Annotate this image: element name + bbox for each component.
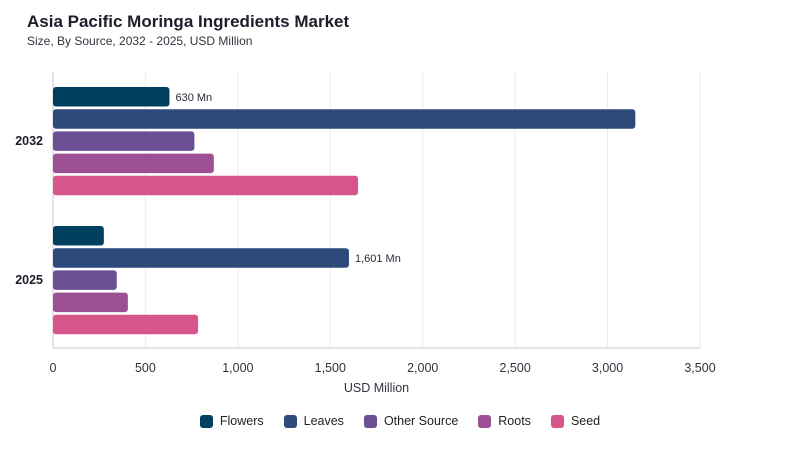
y-category-label: 2025 [15, 273, 43, 287]
legend-label: Leaves [303, 414, 344, 428]
x-axis-label: USD Million [344, 381, 409, 395]
bar-chart: 0 500 1,000 1,500 2,000 2,500 3,000 3,500 USD Mi… [15, 72, 716, 395]
bar-other-source [53, 270, 117, 290]
legend-item: Roots [478, 414, 531, 428]
legend-swatch [199, 414, 213, 428]
x-tick-label: 2,500 [500, 361, 531, 375]
legend-swatch [550, 414, 564, 428]
legend-item: Seed [550, 414, 601, 428]
bar-seed [53, 314, 199, 335]
legend-label: Roots [498, 414, 531, 428]
legend-label: Flowers [219, 414, 264, 428]
x-tick-label: 2,000 [407, 361, 438, 375]
legend-label: Other Source [383, 414, 459, 428]
chart-title: Asia Pacific Moringa Ingredients Market [27, 12, 350, 31]
x-tick-label: 500 [135, 361, 156, 375]
data-label: 630 Mn [175, 92, 212, 104]
bar-flowers [53, 226, 104, 246]
chart-legend: Flowers Leaves Other Source Roots Seed [0, 414, 800, 428]
legend-item: Leaves [283, 414, 344, 428]
legend-swatch [478, 414, 492, 428]
bar-roots [53, 153, 214, 174]
x-tick-label: 0 [50, 361, 57, 375]
bar-other-source [53, 131, 195, 151]
y-category-label: 2032 [15, 134, 43, 148]
x-tick-label: 1,500 [315, 361, 346, 375]
data-label: 1,601 Mn [355, 253, 401, 265]
bar-leaves [53, 109, 636, 129]
legend-swatch [283, 414, 297, 428]
chart-subtitle: Size, By Source, 2032 - 2025, USD Millio… [27, 34, 253, 48]
bar-roots [53, 292, 128, 313]
x-tick-label: 3,000 [592, 361, 623, 375]
bar-flowers [53, 87, 170, 107]
bar-leaves [53, 248, 349, 268]
x-tick-label: 3,500 [684, 361, 715, 375]
x-tick-label: 1,000 [222, 361, 253, 375]
legend-swatch [363, 414, 377, 428]
bar-seed [53, 175, 359, 196]
legend-label: Seed [570, 414, 601, 428]
legend-item: Other Source [363, 414, 459, 428]
legend-item: Flowers [199, 414, 264, 428]
